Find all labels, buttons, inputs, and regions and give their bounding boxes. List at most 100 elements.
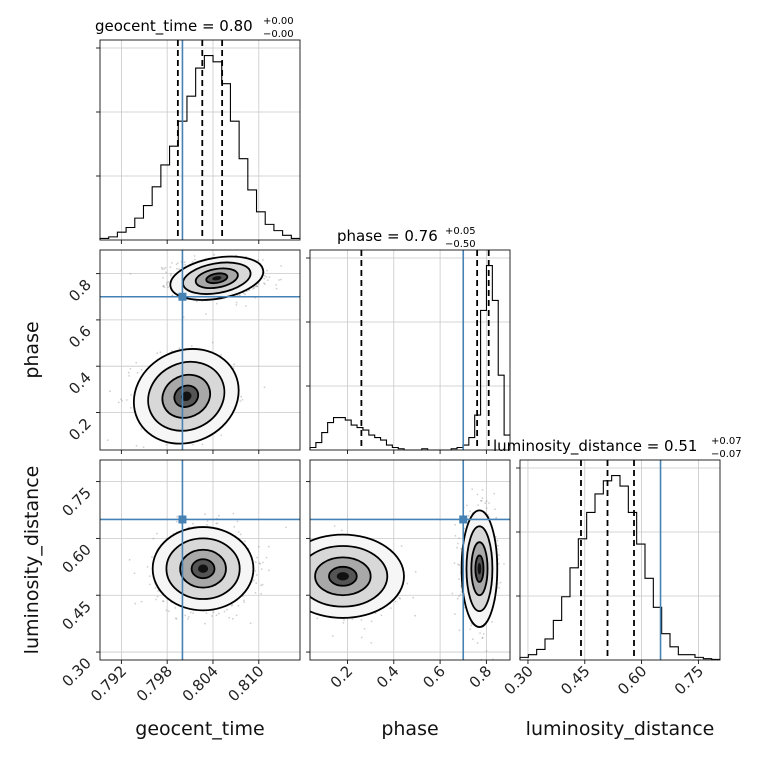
title-phase-sup: +0.05 <box>445 226 476 237</box>
scatter-point <box>245 305 247 307</box>
scatter-point <box>190 345 193 348</box>
scatter-point <box>151 556 153 559</box>
ylabel-phase: phase <box>21 321 43 378</box>
scatter-point <box>303 591 305 593</box>
scatter-point <box>171 262 173 264</box>
contour-line <box>169 255 265 301</box>
scatter-point <box>274 571 276 573</box>
scatter-point <box>220 354 222 356</box>
scatter-point <box>169 266 172 269</box>
scatter-point <box>168 610 170 613</box>
scatter-point <box>498 587 501 589</box>
scatter-point <box>231 603 234 606</box>
scatter-point <box>183 261 186 264</box>
scatter-point <box>254 561 257 564</box>
scatter-point <box>220 434 223 437</box>
scatter-point <box>117 401 120 404</box>
scatter-point <box>263 274 266 277</box>
scatter-point <box>231 617 234 620</box>
scatter-point <box>485 507 488 510</box>
contour-line <box>132 348 240 445</box>
histogram-phase <box>309 264 510 451</box>
scatter-point <box>284 568 286 570</box>
scatter-point <box>470 624 472 627</box>
scatter-point <box>465 504 468 507</box>
scatter-point <box>260 568 263 570</box>
scatter-point <box>292 574 294 576</box>
scatter-point <box>254 285 256 288</box>
panel-frame <box>309 459 511 661</box>
truth-marker <box>178 292 187 301</box>
scatter-point <box>249 622 252 625</box>
scatter-point <box>458 537 460 540</box>
scatter-point <box>161 268 164 270</box>
scatter-point <box>275 606 277 608</box>
scatter-point <box>257 259 260 262</box>
scatter-point <box>503 563 505 565</box>
scatter-point <box>262 259 264 261</box>
scatter-point <box>268 569 270 572</box>
scatter-point <box>256 285 258 287</box>
scatter-point <box>257 283 260 285</box>
tick-labels: 0.792 0.798 0.804 0.810 0.2 0.4 0.6 0.8 0.30 0.45… <box>58 276 707 705</box>
scatter-point <box>256 285 259 288</box>
density-luminosity-distance-vs-phase-panel <box>274 459 511 664</box>
scatter-point <box>184 614 187 617</box>
title-geocent-time: geocent_time = 0.80 +0.00 −0.00 <box>95 16 294 40</box>
title-geocent-time-sub: −0.00 <box>263 29 294 40</box>
scatter-point <box>316 617 319 620</box>
scatter-point <box>252 579 255 582</box>
scatter-point <box>237 531 240 533</box>
scatter-point <box>217 612 220 615</box>
scatter-point <box>302 560 304 562</box>
density-level <box>198 564 209 573</box>
scatter-point <box>164 266 167 269</box>
scatter-point <box>128 375 131 377</box>
scatter-point <box>370 642 373 644</box>
scatter-point <box>471 488 474 491</box>
y-tick-label: 0.45 <box>58 597 94 633</box>
scatter-point <box>142 446 145 448</box>
scatter-point <box>193 255 196 257</box>
scatter-point <box>215 522 218 525</box>
scatter-point <box>268 276 271 279</box>
scatter-point <box>451 592 454 595</box>
scatter-point <box>175 263 178 266</box>
scatter-point <box>491 621 493 623</box>
scatter-point <box>155 598 157 601</box>
scatter-point <box>457 563 459 566</box>
scatter-point <box>175 617 177 620</box>
contour-line <box>474 554 485 583</box>
density-content <box>274 488 505 660</box>
density-content <box>106 253 282 448</box>
scatter-point <box>458 578 460 581</box>
scatter-point <box>165 271 168 274</box>
xlabel-geocent-time: geocent_time <box>135 718 264 740</box>
scatter-point <box>129 273 132 275</box>
scatter-point <box>280 265 282 267</box>
scatter-point <box>235 614 238 617</box>
scatter-point <box>497 544 499 547</box>
scatter-point <box>469 628 472 631</box>
scatter-point <box>162 285 165 287</box>
scatter-point <box>191 260 194 263</box>
scatter-point <box>302 571 304 573</box>
density-phase-vs-geocent-time-panel <box>96 249 301 454</box>
y-tick-label: 0.75 <box>58 484 94 520</box>
scatter-point <box>457 542 459 545</box>
scatter-point <box>233 526 236 528</box>
panel-frame <box>519 459 721 661</box>
scatter-point <box>298 552 300 554</box>
scatter-point <box>263 282 265 284</box>
scatter-point <box>258 562 261 565</box>
scatter-point <box>380 614 383 617</box>
scatter-point <box>282 592 284 594</box>
histogram-luminosity-distance-panel <box>516 459 721 664</box>
scatter-point <box>406 582 409 585</box>
scatter-point <box>157 589 160 592</box>
scatter-point <box>243 601 246 603</box>
title-luminosity-distance-sub: −0.07 <box>711 449 742 460</box>
scatter-point <box>389 607 392 609</box>
scatter-point <box>205 313 207 315</box>
density-level <box>477 562 482 575</box>
